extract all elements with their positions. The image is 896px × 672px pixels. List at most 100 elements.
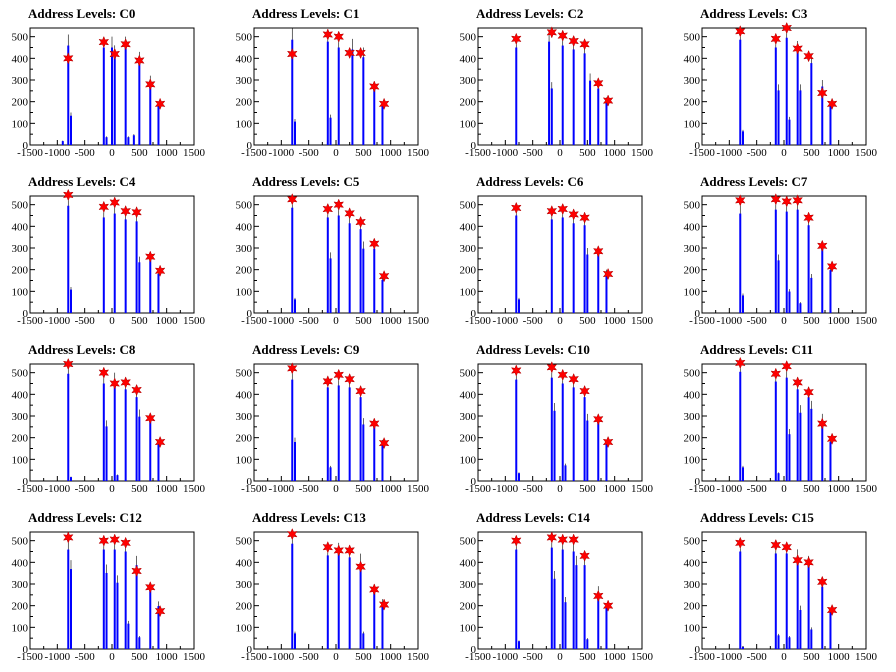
histogram-bar bbox=[359, 563, 362, 649]
x-tick-label: 1000 bbox=[604, 147, 627, 159]
x-tick-label: 1000 bbox=[156, 651, 179, 663]
y-tick-label: 400 bbox=[236, 557, 253, 569]
peak-marker bbox=[344, 46, 356, 60]
chart-panel: Address Levels: C5 0 100 200 300 400 500 -1500-… bbox=[224, 168, 448, 336]
x-tick-label: -1500 bbox=[17, 483, 43, 495]
histogram-bar bbox=[329, 467, 332, 481]
plot-frame bbox=[253, 27, 419, 146]
y-tick-label: 300 bbox=[236, 75, 253, 87]
chart-panel: Address Levels: C1 0 100 200 300 400 500 -1500-… bbox=[224, 0, 448, 168]
x-tick-label: -1000 bbox=[716, 315, 742, 327]
x-tick-label: 0 bbox=[557, 147, 563, 159]
x-tick-label: 1000 bbox=[156, 315, 179, 327]
y-tick-label: 400 bbox=[12, 557, 29, 569]
histogram-bar bbox=[785, 37, 788, 145]
histogram-bar bbox=[337, 215, 340, 313]
x-tick-label: 1000 bbox=[604, 483, 627, 495]
histogram-bar bbox=[351, 49, 354, 146]
y-tick-label: 500 bbox=[460, 368, 477, 380]
y-tick-label: 100 bbox=[12, 118, 29, 130]
chart-panel: Address Levels: C7 0 100 200 300 400 500 -1500-… bbox=[672, 168, 896, 336]
peak-marker bbox=[344, 207, 356, 220]
peak-marker bbox=[568, 533, 580, 546]
x-tick-label: -1000 bbox=[268, 315, 294, 327]
x-tick-label: -500 bbox=[747, 315, 768, 327]
chart-panel: Address Levels: C14 0 100 200 300 400 500 -1500… bbox=[448, 504, 672, 672]
y-tick-label: 200 bbox=[12, 97, 29, 109]
chart-title: Address Levels: C7 bbox=[700, 174, 808, 189]
y-tick-label: 300 bbox=[12, 411, 29, 423]
peak-marker bbox=[333, 198, 345, 211]
x-tick-label: 0 bbox=[781, 483, 787, 495]
peak-marker bbox=[770, 538, 782, 552]
y-tick-label: 0 bbox=[471, 140, 477, 152]
peak-marker bbox=[602, 599, 614, 612]
x-tick-label: 1500 bbox=[855, 483, 878, 495]
peak-marker bbox=[770, 367, 782, 380]
histogram-bar bbox=[548, 41, 551, 145]
y-tick-label: 100 bbox=[12, 622, 29, 634]
y-tick-label: 100 bbox=[684, 118, 701, 130]
peak-marker bbox=[510, 534, 522, 547]
x-tick-label: 500 bbox=[355, 315, 372, 327]
chart-plot: 0 100 200 300 400 500 -1500 -1000 -500 0 500 1000 15… bbox=[236, 27, 430, 159]
histogram-bar bbox=[102, 217, 105, 313]
histogram-bar bbox=[124, 219, 127, 313]
histogram-bar bbox=[777, 635, 780, 649]
y-tick-label: 400 bbox=[460, 389, 477, 401]
peak-marker bbox=[98, 35, 110, 49]
chart-plot: 0 100 200 300 400 500 -1500 -1000 -500 0 500 1000 15… bbox=[684, 21, 878, 159]
histogram-bar bbox=[742, 647, 744, 649]
x-tick-label: -1500 bbox=[17, 651, 43, 663]
x-tick-label: 1500 bbox=[855, 147, 878, 159]
x-tick-label: -500 bbox=[747, 483, 768, 495]
histogram-bar bbox=[518, 473, 520, 481]
chart-plot: 0 100 200 300 400 500 -1500 -1000 -500 0 500 1000 15… bbox=[12, 357, 206, 495]
peak-marker bbox=[803, 385, 814, 399]
peak-marker bbox=[592, 589, 604, 603]
peak-marker bbox=[579, 384, 590, 398]
x-tick-label: 1500 bbox=[631, 483, 654, 495]
peak-marker bbox=[510, 364, 522, 377]
x-tick-label: -1000 bbox=[44, 147, 70, 159]
x-tick-label: 500 bbox=[803, 483, 820, 495]
x-tick-label: 1500 bbox=[407, 483, 430, 495]
chart-panel: Address Levels: C9 0 100 200 300 400 500 -1500-… bbox=[224, 336, 448, 504]
histogram-bar bbox=[111, 47, 113, 145]
y-tick-label: 0 bbox=[23, 308, 29, 320]
y-tick-label: 400 bbox=[236, 221, 253, 233]
peak-marker bbox=[557, 202, 569, 216]
histogram-bar bbox=[326, 555, 329, 649]
histogram-bar bbox=[348, 223, 351, 313]
x-tick-label: 1500 bbox=[407, 651, 430, 663]
histogram-bar bbox=[515, 215, 518, 313]
histogram-bar bbox=[105, 137, 108, 145]
histogram-bar bbox=[373, 248, 376, 313]
histogram-bar bbox=[113, 383, 116, 481]
x-tick-label: 0 bbox=[781, 651, 787, 663]
peak-marker bbox=[120, 38, 132, 51]
plot-frame bbox=[701, 195, 867, 314]
peak-marker bbox=[602, 435, 614, 449]
peak-marker bbox=[131, 206, 142, 219]
y-tick-label: 500 bbox=[684, 536, 701, 548]
x-tick-label: -1500 bbox=[465, 483, 491, 495]
x-tick-label: -1000 bbox=[44, 651, 70, 663]
chart-plot: 0 100 200 300 400 500 -1500 -1000 -500 0 500 1000 15… bbox=[684, 531, 878, 663]
histogram-bar bbox=[583, 565, 586, 649]
peak-marker bbox=[355, 215, 366, 229]
histogram-bar bbox=[605, 608, 608, 649]
peak-marker bbox=[109, 47, 121, 61]
chart-panel: Address Levels: C0 0 100 200 300 400 500 -1500-… bbox=[0, 0, 224, 168]
chart-plot: 0 100 200 300 400 500 -1500 -1000 -500 0 500 1000 15… bbox=[684, 193, 878, 327]
histogram-bar bbox=[381, 279, 384, 313]
histogram-bar bbox=[149, 590, 152, 649]
histogram-bar bbox=[788, 637, 791, 649]
histogram-bar bbox=[777, 473, 780, 481]
histogram-bar bbox=[326, 41, 329, 145]
histogram-bar bbox=[788, 434, 791, 481]
y-tick-label: 300 bbox=[684, 579, 701, 591]
peak-marker bbox=[826, 603, 838, 617]
peak-marker bbox=[62, 531, 74, 544]
